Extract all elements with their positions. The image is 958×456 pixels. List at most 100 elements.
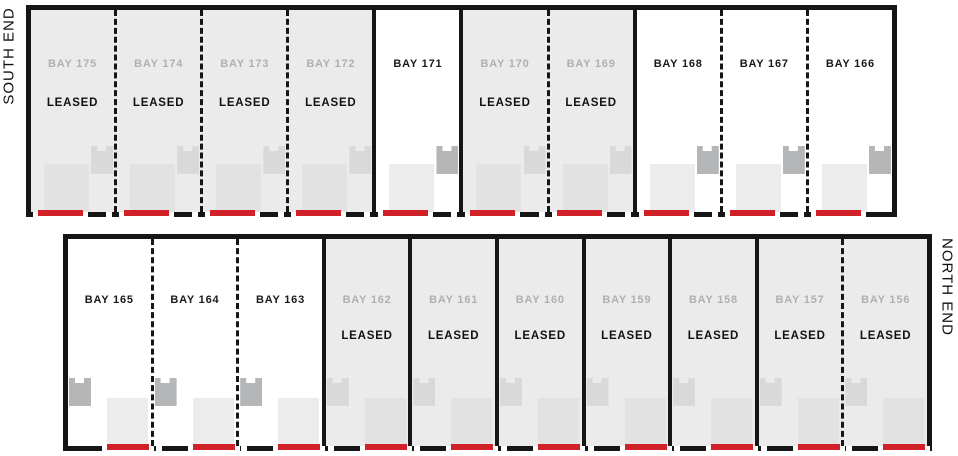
entry-fixture xyxy=(177,146,200,174)
bay-167: BAY 167 xyxy=(719,10,806,217)
north-end-label: NORTH END xyxy=(938,238,956,336)
entry-fixture xyxy=(782,146,805,174)
entry-fixture xyxy=(69,378,91,406)
door-marker xyxy=(883,444,926,450)
entry-fixture xyxy=(523,146,546,174)
south-end-label: SOUTH END xyxy=(0,7,18,105)
bay-number-label: BAY 171 xyxy=(393,58,443,70)
floor-area-box xyxy=(821,164,867,212)
door-marker xyxy=(296,210,342,216)
floor-area-box xyxy=(216,164,262,212)
bay-169: BAY 169 LEASED xyxy=(546,10,633,217)
door-marker xyxy=(729,210,775,216)
wall-opening-left xyxy=(327,446,334,451)
bay-164: BAY 164 xyxy=(150,239,240,451)
bay-number-label: BAY 158 xyxy=(688,294,738,306)
floor-area-box xyxy=(278,398,320,446)
entry-fixture xyxy=(759,378,782,406)
wall-opening-right xyxy=(797,212,804,217)
bay-number-label: BAY 159 xyxy=(602,294,652,306)
bay-number-label: BAY 170 xyxy=(480,58,530,70)
bay-number-label: BAY 157 xyxy=(775,294,825,306)
door-marker xyxy=(383,210,429,216)
bay-170: BAY 170 LEASED xyxy=(459,10,547,217)
bay-number-label: BAY 164 xyxy=(170,294,220,306)
leased-status-label: LEASED xyxy=(774,330,826,342)
leased-status-label: LEASED xyxy=(341,330,393,342)
floor-area-box xyxy=(389,164,435,212)
wall-opening-right xyxy=(364,212,371,217)
bay-161: BAY 161 LEASED xyxy=(408,239,499,451)
door-marker xyxy=(451,444,494,450)
leased-status-label: LEASED xyxy=(132,97,185,109)
floor-area-box xyxy=(797,398,839,446)
door-marker xyxy=(797,444,840,450)
wall-opening-right xyxy=(451,212,458,217)
bay-157: BAY 157 LEASED xyxy=(754,239,845,451)
floor-area-box xyxy=(649,164,695,212)
door-marker xyxy=(107,444,149,450)
bay-number-label: BAY 166 xyxy=(825,58,875,70)
bay-172: BAY 172 LEASED xyxy=(286,10,373,217)
door-marker xyxy=(624,444,667,450)
bay-number-label: BAY 175 xyxy=(48,58,98,70)
wall-opening-right xyxy=(711,212,718,217)
leased-status-label: LEASED xyxy=(305,97,357,109)
leased-status-label: LEASED xyxy=(219,97,271,109)
floor-area-box xyxy=(302,164,348,212)
bay-171: BAY 171 xyxy=(372,10,460,217)
bay-162: BAY 162 LEASED xyxy=(321,239,412,451)
leased-status-label: LEASED xyxy=(601,330,653,342)
leased-status-label: LEASED xyxy=(479,97,531,109)
bay-number-label: BAY 172 xyxy=(306,58,356,70)
floor-area-box xyxy=(130,164,176,212)
door-marker xyxy=(124,210,170,216)
door-marker xyxy=(711,444,754,450)
entry-fixture xyxy=(868,146,891,174)
floor-area-box xyxy=(735,164,781,212)
wall-opening-left xyxy=(846,446,853,451)
entry-fixture xyxy=(91,146,114,174)
leased-status-label: LEASED xyxy=(46,97,99,109)
wall-opening-right xyxy=(624,212,631,217)
door-marker xyxy=(38,210,83,216)
bay-156: BAY 156 LEASED xyxy=(841,239,931,451)
entry-fixture xyxy=(609,146,632,174)
floor-area-box xyxy=(476,164,522,212)
bay-number-label: BAY 165 xyxy=(84,294,134,306)
bay-165: BAY 165 xyxy=(68,239,154,451)
bay-175: BAY 175 LEASED xyxy=(31,10,115,217)
door-marker xyxy=(643,210,689,216)
bay-163: BAY 163 xyxy=(236,239,326,451)
bay-158: BAY 158 LEASED xyxy=(668,239,759,451)
north-building: BAY 165 BAY 164 BAY 163 xyxy=(63,234,932,451)
bay-159: BAY 159 LEASED xyxy=(581,239,672,451)
bay-number-label: BAY 160 xyxy=(515,294,565,306)
leased-status-label: LEASED xyxy=(565,97,617,109)
entry-fixture xyxy=(413,378,436,406)
door-marker xyxy=(556,210,602,216)
door-marker xyxy=(192,444,235,450)
leased-status-label: LEASED xyxy=(859,330,912,342)
door-marker xyxy=(815,210,861,216)
floor-area-box xyxy=(711,398,753,446)
leased-status-label: LEASED xyxy=(687,330,740,342)
entry-fixture xyxy=(240,378,263,406)
bay-166: BAY 166 xyxy=(805,10,892,217)
bay-number-label: BAY 168 xyxy=(653,58,703,70)
floor-area-box xyxy=(537,398,579,446)
entry-fixture xyxy=(154,378,177,406)
door-marker xyxy=(470,210,516,216)
entry-fixture xyxy=(499,378,522,406)
bay-number-label: BAY 162 xyxy=(342,294,392,306)
wall-opening-left xyxy=(241,446,248,451)
floor-area-box xyxy=(624,398,666,446)
entry-fixture xyxy=(586,378,609,406)
floor-area-box xyxy=(883,398,925,446)
floor-area-box xyxy=(44,164,89,212)
bay-number-label: BAY 174 xyxy=(134,58,184,70)
wall-opening-left xyxy=(414,446,421,451)
floor-area-box xyxy=(562,164,608,212)
bay-173: BAY 173 LEASED xyxy=(200,10,287,217)
leased-status-label: LEASED xyxy=(427,330,480,342)
